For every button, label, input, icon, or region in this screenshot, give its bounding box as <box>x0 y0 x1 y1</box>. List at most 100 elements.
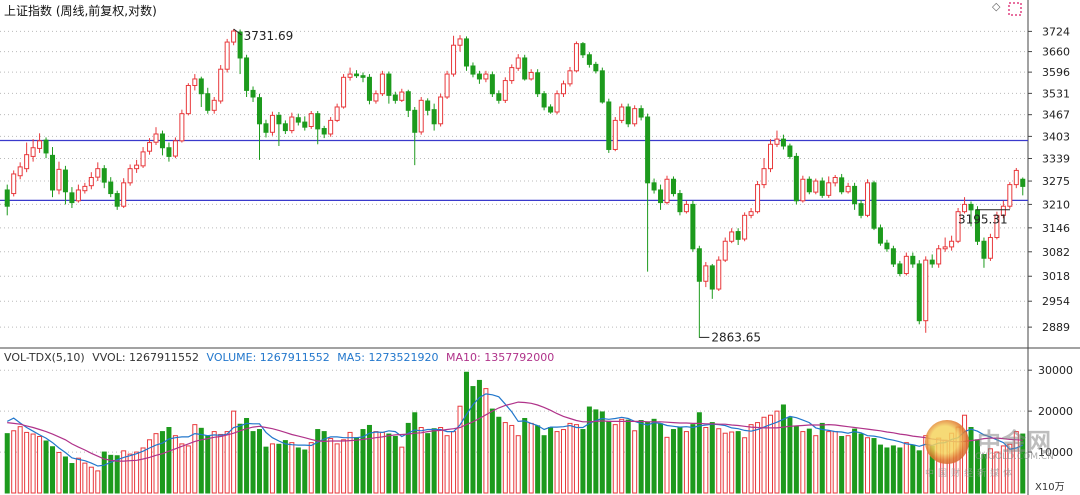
volume-bar-down <box>548 427 554 494</box>
volume-bar-up <box>994 451 1000 494</box>
indicator-name: VOL-TDX(5,10) <box>4 351 85 364</box>
volume-bar-up <box>457 405 463 494</box>
flag-icon[interactable] <box>1008 2 1022 16</box>
volume-bar-up <box>554 431 560 494</box>
volume-bar-up <box>56 451 62 494</box>
volume-bar-down <box>793 425 799 494</box>
candle-body-down <box>366 76 372 101</box>
volume-bar-down <box>43 440 49 494</box>
volume-bar-up <box>438 427 444 494</box>
candle-body-up <box>528 71 534 80</box>
price-tick-label: 3275 <box>1042 175 1070 188</box>
volume-bar-down <box>897 447 903 494</box>
volume-bar-down <box>645 421 651 494</box>
candle-body-up <box>567 70 573 85</box>
volume-bar-up <box>289 442 295 494</box>
candle-body-up <box>561 83 567 95</box>
candle-body-up <box>755 184 761 213</box>
volume-bar-up <box>153 433 159 494</box>
candle-body-up <box>438 96 444 125</box>
candle-body-up <box>742 214 748 240</box>
volume-bar-up <box>418 427 424 494</box>
candle-body-up <box>127 168 133 184</box>
volume-bar-up <box>347 431 353 494</box>
candle-body-down <box>282 123 288 132</box>
candle-body-down <box>354 73 360 77</box>
candle-body-down <box>606 101 612 150</box>
candle-body-down <box>250 89 256 98</box>
high-annotation-pointer <box>233 28 242 36</box>
candle-body-down <box>237 31 243 59</box>
candle-body-down <box>638 108 644 118</box>
volume-bar-down <box>839 436 845 494</box>
candle-body-down <box>651 182 657 191</box>
candle-body-up <box>373 93 379 102</box>
candle-body-up <box>379 73 385 95</box>
candle-body-up <box>942 246 948 250</box>
price-tick-label: 3082 <box>1042 246 1070 259</box>
volume-bar-down <box>62 456 68 494</box>
candle-body-up <box>683 203 689 213</box>
candle-body-up <box>418 99 424 133</box>
volume-bar-down <box>386 433 392 494</box>
candle-body-up <box>134 164 140 170</box>
volume-bar-up <box>813 435 819 494</box>
candle-body-up <box>716 259 722 290</box>
candle-body-up <box>328 119 334 135</box>
candle-body-down <box>877 227 883 244</box>
candle-body-up <box>457 38 463 46</box>
candle-body-up <box>231 30 237 43</box>
candle-body-down <box>599 70 605 103</box>
candle-body-up <box>987 237 993 259</box>
volume-bar-down <box>205 435 211 494</box>
candle-body-down <box>522 57 528 80</box>
volume-bar-down <box>315 429 321 494</box>
candle-body-up <box>153 133 159 143</box>
watermark-url: CNGOLD.COM.CN <box>975 452 1054 462</box>
price-tick-label: 3018 <box>1042 270 1070 283</box>
volume-bar-down <box>819 422 825 494</box>
volume-bar-up <box>748 424 754 494</box>
volume-bar-down <box>489 408 495 494</box>
candle-body-up <box>767 143 774 170</box>
volume-bar-down <box>910 444 916 494</box>
volume-bar-down <box>321 431 327 494</box>
volume-tick-label: 30000 <box>1038 364 1073 377</box>
candle-body-up <box>75 189 81 202</box>
price-tick-label: 3467 <box>1042 109 1070 122</box>
candle-body-down <box>496 93 502 101</box>
candle-body-down <box>360 75 366 78</box>
volume-bar-down <box>405 422 411 494</box>
diamond-icon[interactable]: ◇ <box>992 0 1001 13</box>
volume-bar-up <box>185 445 191 494</box>
indicator-volume: VOLUME: 1267911552 <box>206 351 330 364</box>
volume-bar-up <box>134 451 140 494</box>
candle-body-down <box>709 265 715 290</box>
volume-bar-up <box>37 436 43 494</box>
volume-bar-down <box>431 428 437 494</box>
candle-body-up <box>845 185 851 193</box>
candle-body-down <box>858 203 864 216</box>
volume-bar-up <box>121 450 127 494</box>
candle-body-up <box>11 173 17 195</box>
volume-bar-up <box>1013 431 1019 494</box>
volume-bar-down <box>263 446 269 494</box>
candle-body-down <box>916 263 922 322</box>
candle-body-up <box>347 73 353 78</box>
candle-body-down <box>43 139 49 154</box>
volume-bar-up <box>573 424 579 494</box>
volume-bar-up <box>334 443 340 494</box>
candle-body-down <box>981 240 987 259</box>
candle-body-up <box>269 114 275 133</box>
volume-bar-down <box>670 429 676 494</box>
candle-body-down <box>256 97 263 125</box>
candle-body-down <box>793 155 799 202</box>
candle-body-up <box>573 43 579 72</box>
candle-body-down <box>315 113 321 130</box>
volume-bar-up <box>1007 443 1013 494</box>
candle-body-down <box>897 263 903 275</box>
volume-bar-up <box>755 422 761 494</box>
volume-bar-up <box>82 462 88 494</box>
volume-bar-up <box>379 431 385 494</box>
